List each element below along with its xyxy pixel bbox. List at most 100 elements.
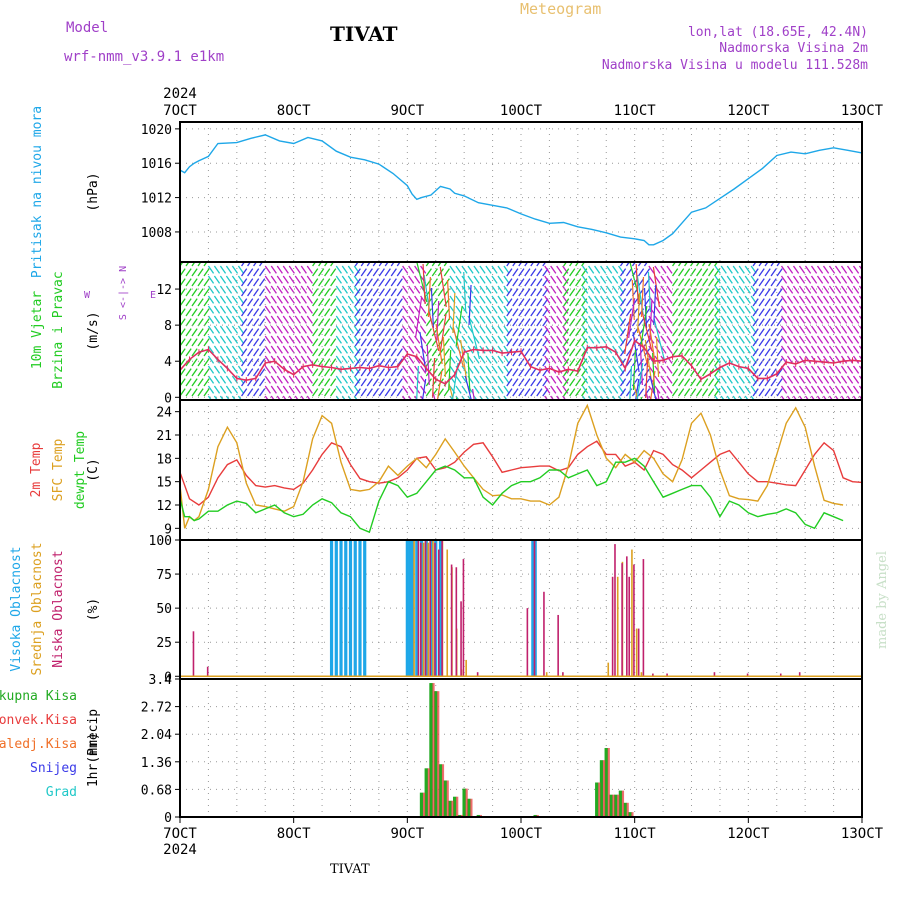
cloud-bar-2	[652, 673, 654, 677]
wind-barb	[312, 348, 319, 357]
wind-barb	[503, 315, 510, 324]
storm-barb	[432, 391, 436, 400]
wind-barb	[536, 378, 543, 387]
wind-barb	[347, 355, 354, 364]
wind-barb	[714, 335, 721, 344]
wind-barb	[858, 355, 862, 361]
wind-barb	[253, 308, 260, 317]
wind-barb	[366, 338, 373, 347]
wind-barb	[846, 345, 854, 354]
wind-barb	[506, 358, 513, 367]
wind-barb	[678, 288, 685, 297]
wind-barb	[530, 268, 537, 277]
wind-barb	[738, 265, 745, 274]
wind-barb	[354, 338, 361, 347]
wind-barb	[625, 298, 633, 307]
wind-barb	[816, 365, 824, 374]
time-tick-bottom: 13OCT	[841, 826, 884, 842]
wind-barb	[575, 338, 582, 347]
storm-barb	[446, 279, 451, 321]
wind-barb	[353, 275, 360, 284]
wind-barb	[834, 325, 842, 334]
wind-barb	[588, 305, 595, 314]
wind-barb	[758, 298, 765, 307]
temperature-series-line	[179, 457, 844, 534]
wind-barb	[506, 278, 513, 287]
wind-barb	[294, 315, 301, 324]
wind-barb	[207, 305, 215, 314]
wind-barb	[606, 365, 613, 374]
wind-barb	[582, 265, 589, 274]
wind-barb	[702, 298, 709, 307]
wind-barb	[588, 295, 595, 304]
wind-barb	[241, 298, 248, 307]
wind-barb	[231, 365, 239, 374]
wind-barb	[569, 328, 576, 337]
precip-bar-0	[595, 782, 599, 817]
wind-barb	[324, 338, 331, 347]
wind-barb	[562, 355, 569, 364]
wind-barb	[834, 315, 842, 324]
precip-bar-0	[476, 814, 481, 817]
wind-barb	[247, 288, 254, 297]
wind-barb	[550, 265, 557, 274]
wind-barb	[318, 388, 325, 397]
wind-barb	[455, 285, 462, 294]
wind-barb	[764, 388, 771, 397]
wind-barb	[347, 325, 354, 334]
wind-barb	[225, 345, 233, 354]
wind-barb	[461, 385, 468, 394]
wind-barb	[738, 275, 745, 284]
wind-barb	[714, 275, 721, 284]
wind-barb	[858, 315, 862, 321]
wind-barb	[840, 315, 848, 324]
wind-barb	[714, 348, 721, 357]
wind-barb	[625, 288, 633, 297]
wind-barb	[672, 358, 679, 367]
wind-barb	[431, 288, 438, 297]
wind-barb	[330, 328, 337, 337]
wind-unit-label: (m/s)	[86, 311, 101, 350]
wind-barb	[672, 388, 679, 397]
wind-barb	[852, 285, 860, 294]
wind-barb	[270, 345, 277, 354]
precip-bar-0	[609, 794, 613, 817]
wind-barb	[425, 268, 432, 277]
precip-bar-1	[465, 788, 468, 817]
wind-barb	[197, 308, 204, 317]
wind-barb	[562, 385, 569, 394]
precip-bar-1	[427, 768, 430, 817]
wind-barb	[330, 318, 337, 327]
wind-barb	[582, 365, 589, 374]
wind-barb	[282, 325, 289, 334]
wind-barb	[822, 385, 830, 394]
wind-barb	[714, 295, 721, 304]
wind-barb	[524, 288, 531, 297]
wind-barb	[684, 278, 691, 287]
wind-barb	[702, 268, 709, 277]
wind-barb	[840, 265, 848, 274]
cloud-bar-1	[635, 628, 638, 677]
storm-barb	[464, 375, 472, 400]
wind-barb	[744, 285, 751, 294]
wind-barb	[185, 298, 192, 307]
wind-barb	[708, 388, 715, 397]
wind-barb	[810, 285, 818, 294]
wind-barb	[197, 368, 204, 377]
wind-barb	[696, 288, 703, 297]
wind-barb	[408, 295, 415, 304]
wind-barb	[219, 285, 227, 294]
wind-barb	[816, 275, 824, 284]
wind-barb	[702, 388, 709, 397]
wind-barb	[241, 388, 248, 397]
temperature-ytick-label: 21	[156, 429, 172, 444]
wind-barb	[497, 335, 504, 344]
wind-barb	[563, 338, 570, 347]
wind-barb	[341, 295, 348, 304]
wind-barb	[816, 305, 824, 314]
wind-barb	[497, 295, 504, 304]
wind-barb	[491, 265, 498, 274]
wind-barb	[798, 305, 806, 314]
wind-barb	[203, 338, 210, 347]
wind-barb	[581, 338, 588, 347]
